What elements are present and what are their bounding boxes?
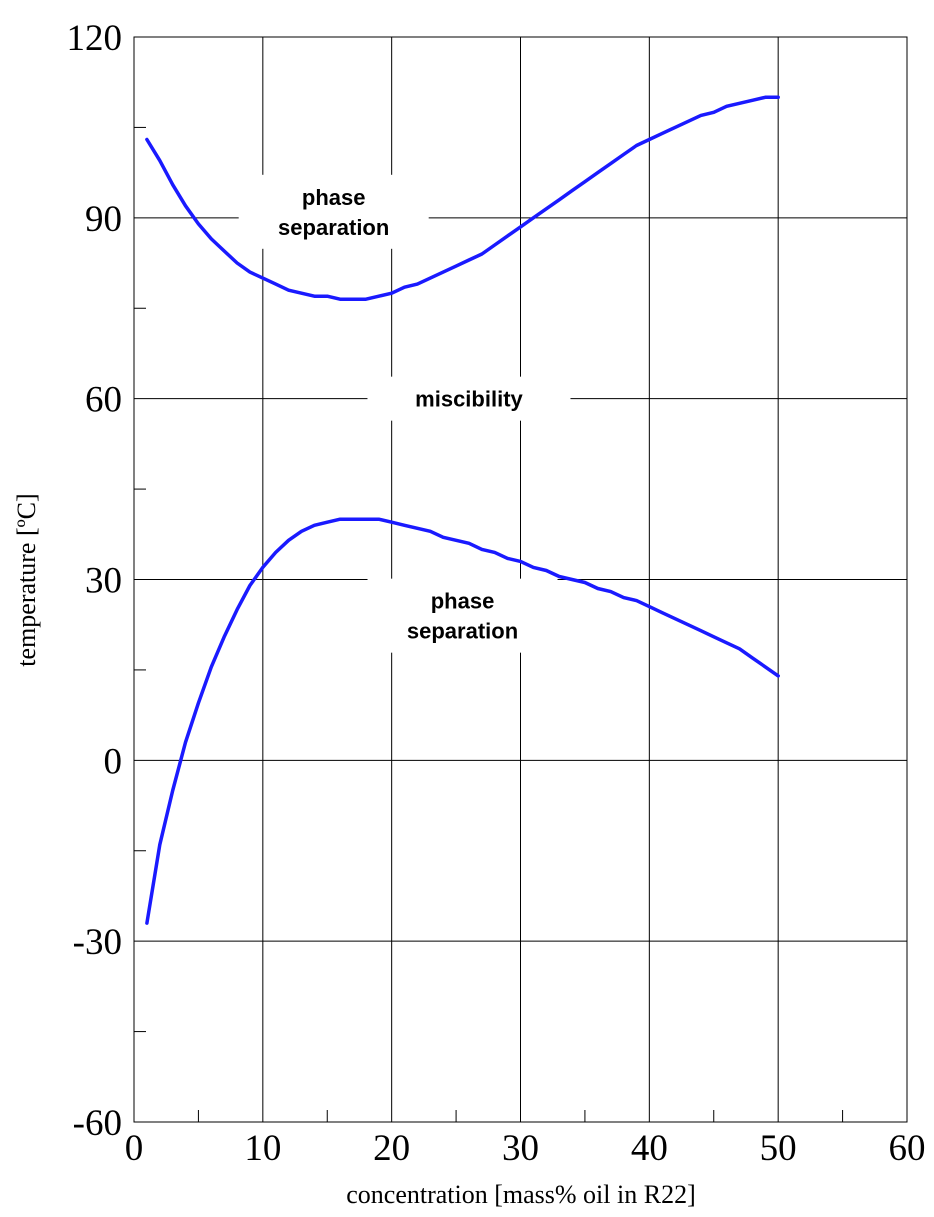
y-tick-label: -60 <box>73 1103 122 1144</box>
plot-border <box>133 36 908 1123</box>
y-tick-label: 60 <box>85 380 122 421</box>
y-tick-label: 0 <box>104 741 123 782</box>
annotation-background <box>367 578 558 653</box>
x-tick-label: 10 <box>244 1128 281 1169</box>
lower-phase-boundary-line <box>145 517 780 925</box>
y-tick-label: 120 <box>67 18 123 59</box>
x-tick-label: 40 <box>631 1128 668 1169</box>
x-tick-label: 30 <box>502 1128 539 1169</box>
y-axis-label: temperature [ºC] <box>12 493 41 666</box>
curves <box>145 95 780 925</box>
x-tick-label: 50 <box>760 1128 797 1169</box>
upper-phase-boundary-line <box>145 95 780 301</box>
annotation-label: separation <box>278 215 389 240</box>
y-tick-label: -30 <box>73 922 122 963</box>
x-tick-label: 0 <box>125 1128 144 1169</box>
x-tick-label: 60 <box>889 1128 926 1169</box>
y-tick-label: 30 <box>85 561 122 602</box>
annotation-label: phase <box>431 589 495 614</box>
annotation-background <box>367 376 571 421</box>
y-tick-label: 90 <box>85 199 122 240</box>
annotations: phase separation miscibility phase separatio… <box>238 174 571 653</box>
annotation-label: miscibility <box>415 387 523 412</box>
x-axis-label: concentration [mass% oil in R22] <box>346 1180 695 1209</box>
annotation-label: phase <box>302 185 366 210</box>
annotation-background <box>238 174 429 249</box>
plot-frame <box>133 36 908 1123</box>
tick-labels: 0 10 20 30 40 50 60 -60 -30 0 30 60 90 120 <box>67 18 926 1169</box>
annotation-label: separation <box>407 619 518 644</box>
x-tick-label: 20 <box>373 1128 410 1169</box>
